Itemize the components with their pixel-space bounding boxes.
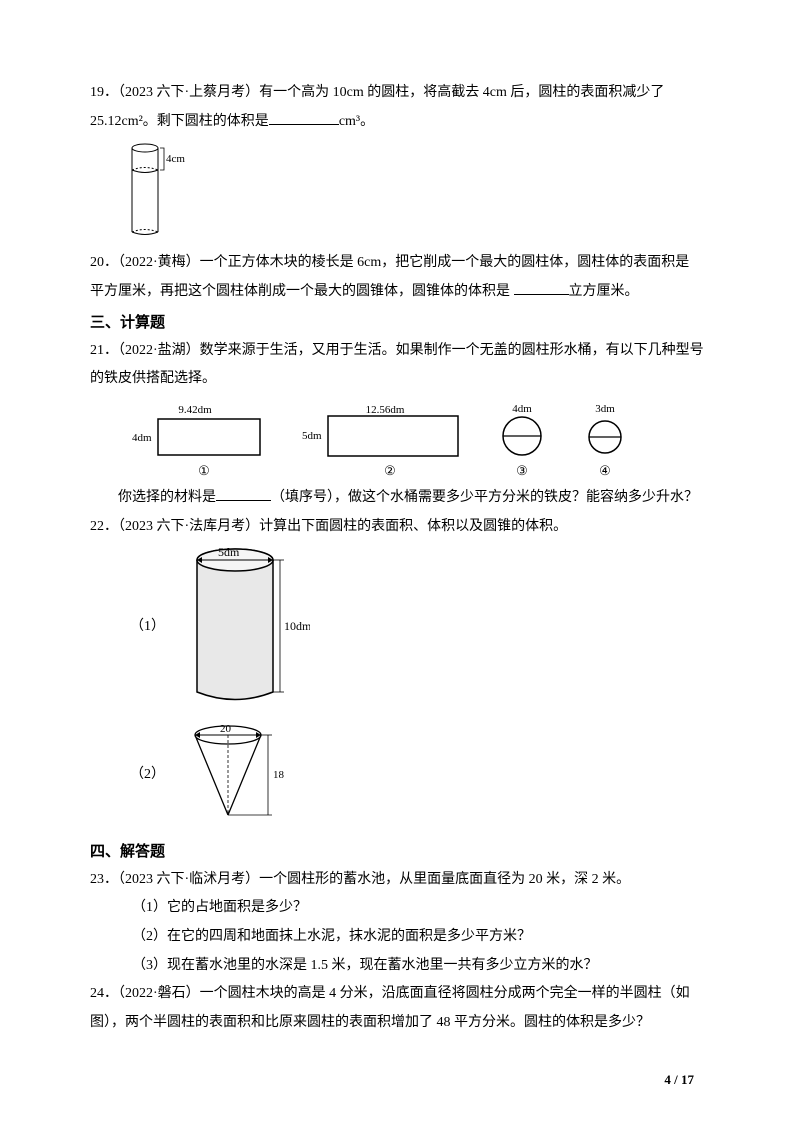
q21-line2: 的铁皮供搭配选择。 — [90, 366, 704, 393]
page-total: 17 — [681, 1072, 694, 1087]
q20-line1: 20．（2022·黄梅）一个正方体木块的棱长是 6cm，把它削成一个最大的圆柱体… — [90, 250, 704, 277]
q19-line2: 25.12cm²。剩下圆柱的体积是 cm³。 — [90, 109, 704, 136]
q20-line2: 平方厘米，再把这个圆柱体削成一个最大的圆锥体，圆锥体的体积是 立方厘米。 — [90, 279, 704, 306]
q21-c2-num: ④ — [599, 463, 611, 478]
section-4-heading: 四、解答题 — [90, 838, 704, 867]
q21-r1-h: 4dm — [132, 432, 152, 444]
q21-figures: 9.42dm 4dm ① 12.56dm 5dm ② 4dm ③ 3dm ④ — [130, 401, 704, 481]
q21-r2-h: 5dm — [302, 430, 322, 442]
q21-c1-num: ③ — [516, 463, 528, 478]
q22-fig1-label: （1） — [130, 614, 165, 641]
q19-blank[interactable] — [269, 109, 339, 124]
q23-sub3: （3）现在蓄水池里的水深是 1.5 米，现在蓄水池里一共有多少立方米的水？ — [90, 953, 704, 980]
q20-blank[interactable] — [514, 279, 569, 294]
q19-line2b: cm³。 — [339, 114, 374, 129]
q21-rect2: 12.56dm 5dm ② — [300, 401, 465, 481]
q19-fig-label: 4cm — [166, 153, 185, 165]
svg-text:5dm: 5dm — [218, 545, 240, 559]
q21-r1-num: ① — [198, 463, 210, 478]
q24-line2: 图），两个半圆柱的表面积和比原来圆柱的表面积增加了 48 平方分米。圆柱的体积是… — [90, 1010, 704, 1037]
q21-pa: 你选择的材料是 — [118, 490, 216, 505]
q23-text: 23．（2023 六下·临沭月考）一个圆柱形的蓄水池，从里面量底面直径为 20 … — [90, 867, 704, 894]
q20-t3: 立方厘米。 — [569, 284, 639, 299]
q21-pb: （填序号），做这个水桶需要多少平方分米的铁皮？能容纳多少升水？ — [271, 490, 698, 505]
q23-sub2: （2）在它的四周和地面抹上水泥，抹水泥的面积是多少平方米？ — [90, 924, 704, 951]
q22-f2-d: 20 — [220, 723, 232, 735]
q21-r2-w: 12.56dm — [366, 404, 405, 416]
q22-fig1-row: （1） 5dm 5dm 10dm — [130, 542, 704, 712]
q19-figure: 4cm — [120, 140, 704, 240]
q21-c1-d: 4dm — [512, 403, 532, 415]
q24-line1: 24．（2022·磐石）一个圆柱木块的高是 4 分米，沿底面直径将圆柱分成两个完… — [90, 981, 704, 1008]
q21-r2-num: ② — [384, 463, 396, 478]
q22-figures: （1） 5dm 5dm 10dm （2） 20 — [130, 542, 704, 830]
q21-blank[interactable] — [216, 486, 271, 501]
q21-c2-d: 3dm — [595, 403, 615, 415]
q22-f2-h: 18 — [273, 769, 285, 781]
section-3-heading: 三、计算题 — [90, 309, 704, 338]
page-number: 4 / 17 — [664, 1068, 694, 1093]
q21-r1-w: 9.42dm — [178, 404, 212, 416]
q21-prompt: 你选择的材料是 （填序号），做这个水桶需要多少平方分米的铁皮？能容纳多少升水？ — [90, 485, 704, 512]
q19-line1: 19．（2023 六下·上蔡月考）有一个高为 10cm 的圆柱，将高截去 4cm… — [90, 80, 704, 107]
q21-line1: 21．（2022·盐湖）数学来源于生活，又用于生活。如果制作一个无盖的圆柱形水桶… — [90, 338, 704, 365]
q22-text: 22．（2023 六下·法库月考）计算出下面圆柱的表面积、体积以及圆锥的体积。 — [90, 514, 704, 541]
q20-t2: 平方厘米，再把这个圆柱体削成一个最大的圆锥体，圆锥体的体积是 — [90, 284, 510, 299]
q19-line2a: 25.12cm²。剩下圆柱的体积是 — [90, 114, 269, 129]
q21-circ2: 3dm ④ — [580, 401, 630, 481]
page-sep: / — [671, 1072, 681, 1087]
q22-fig2-row: （2） 20 18 — [130, 720, 704, 830]
q23-sub1: （1）它的占地面积是多少？ — [90, 895, 704, 922]
q21-circ1: 4dm ③ — [495, 401, 550, 481]
q22-fig2-label: （2） — [130, 762, 165, 789]
q21-rect1: 9.42dm 4dm ① — [130, 401, 270, 481]
q22-f1-h: 10dm — [284, 619, 310, 633]
